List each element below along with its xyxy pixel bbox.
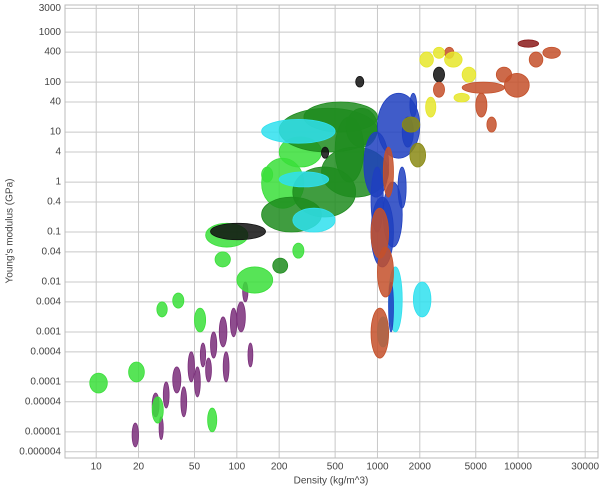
material-ellipse bbox=[517, 39, 540, 48]
material-ellipse bbox=[377, 246, 394, 298]
material-ellipse bbox=[425, 96, 437, 118]
material-ellipse bbox=[461, 66, 477, 83]
x-tick-label: 20 bbox=[133, 462, 145, 473]
material-ellipse bbox=[397, 166, 407, 209]
material-ellipse bbox=[214, 251, 231, 268]
material-ellipse bbox=[207, 407, 218, 433]
material-ellipse bbox=[453, 92, 470, 103]
material-ellipse bbox=[355, 76, 365, 88]
material-ellipse bbox=[382, 146, 394, 198]
x-tick-label: 30000 bbox=[571, 462, 599, 473]
material-ellipse bbox=[272, 257, 289, 274]
material-ellipse bbox=[162, 381, 170, 409]
material-ellipse bbox=[229, 307, 238, 338]
material-ellipse bbox=[194, 366, 201, 398]
x-tick-label: 500 bbox=[327, 462, 344, 473]
x-tick-label: 50 bbox=[189, 462, 201, 473]
material-ellipse bbox=[401, 116, 421, 133]
material-ellipse bbox=[261, 166, 274, 183]
material-ellipse bbox=[156, 301, 168, 318]
material-ellipse bbox=[504, 72, 530, 98]
plot-frame bbox=[64, 4, 599, 459]
material-ellipse bbox=[261, 118, 336, 144]
x-tick-label: 5000 bbox=[465, 462, 488, 473]
material-ellipse bbox=[370, 307, 389, 359]
y-tick-label: 4 bbox=[55, 147, 61, 158]
y-tick-label: 10 bbox=[50, 127, 62, 138]
material-ellipse bbox=[218, 316, 228, 348]
material-ellipse bbox=[187, 351, 195, 383]
material-ellipse bbox=[180, 386, 188, 418]
y-tick-label: 0.4 bbox=[47, 197, 61, 208]
material-ellipse bbox=[205, 357, 212, 383]
material-ellipse bbox=[321, 146, 330, 159]
x-tick-label: 100 bbox=[228, 462, 245, 473]
material-ellipse bbox=[433, 66, 445, 83]
y-tick-label: 0.00004 bbox=[25, 396, 62, 407]
material-ellipse bbox=[172, 366, 182, 394]
y-tick-label: 1 bbox=[55, 177, 61, 188]
material-ellipse bbox=[433, 81, 445, 98]
material-ellipse bbox=[486, 116, 497, 133]
x-tick-label: 2000 bbox=[409, 462, 432, 473]
material-ellipse bbox=[278, 171, 330, 188]
material-ellipse bbox=[409, 142, 427, 168]
material-ellipse bbox=[461, 81, 505, 94]
x-axis-title: Density (kg/m^3) bbox=[294, 476, 369, 487]
material-ellipse bbox=[419, 51, 434, 68]
material-ellipse bbox=[222, 351, 230, 383]
material-ellipse bbox=[475, 92, 488, 118]
y-tick-label: 0.01 bbox=[42, 277, 62, 288]
material-ellipse bbox=[433, 46, 445, 59]
y-tick-label: 40 bbox=[50, 97, 62, 108]
material-ellipse bbox=[194, 307, 207, 333]
material-ellipse bbox=[412, 281, 432, 318]
material-ellipse bbox=[236, 266, 274, 294]
x-tick-label: 200 bbox=[271, 462, 288, 473]
material-ellipse bbox=[151, 396, 164, 424]
material-ellipse bbox=[409, 92, 418, 118]
y-tick-label: 0.04 bbox=[42, 247, 62, 258]
material-ellipse bbox=[199, 342, 207, 368]
x-tick-label: 1000 bbox=[366, 462, 389, 473]
y-tick-label: 0.0004 bbox=[30, 346, 61, 357]
x-tick-label: 10000 bbox=[504, 462, 532, 473]
y-tick-label: 0.000004 bbox=[19, 446, 61, 457]
material-ellipse bbox=[210, 222, 266, 241]
material-ellipse bbox=[292, 242, 305, 259]
y-tick-label: 0.001 bbox=[36, 327, 61, 338]
material-ellipse bbox=[247, 342, 254, 368]
x-tick-label: 10 bbox=[91, 462, 103, 473]
material-ellipse bbox=[542, 46, 561, 59]
y-tick-label: 0.1 bbox=[47, 227, 61, 238]
material-ellipse bbox=[236, 301, 246, 333]
material-ellipse bbox=[131, 422, 139, 448]
y-tick-label: 3000 bbox=[39, 3, 62, 14]
material-ellipse bbox=[444, 51, 463, 68]
y-tick-label: 0.004 bbox=[36, 297, 61, 308]
material-ellipse bbox=[528, 51, 544, 68]
material-ellipse bbox=[292, 207, 336, 233]
material-ellipse bbox=[128, 361, 145, 383]
y-axis-title: Young's modulus (GPa) bbox=[5, 179, 16, 284]
y-tick-label: 0.0001 bbox=[30, 377, 61, 388]
y-tick-label: 400 bbox=[44, 47, 61, 58]
material-ellipse bbox=[89, 372, 108, 394]
y-tick-label: 100 bbox=[44, 77, 61, 88]
material-ellipse bbox=[210, 331, 218, 359]
material-ellipse bbox=[172, 292, 185, 309]
y-tick-label: 1000 bbox=[39, 27, 62, 38]
y-tick-label: 0.00001 bbox=[25, 427, 62, 438]
